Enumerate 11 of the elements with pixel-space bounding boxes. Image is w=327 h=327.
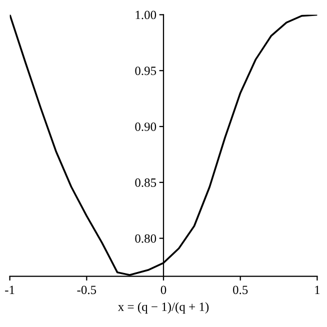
x-tick-label: -0.5 <box>77 286 96 294</box>
y-tick-label: 0.95 <box>135 66 156 76</box>
y-tick-label: 0.85 <box>135 178 156 187</box>
x-tick-label: -1 <box>5 286 14 294</box>
y-tick-label: 1.00 <box>136 10 156 20</box>
x-tick-label: 1 <box>315 286 320 294</box>
x-tick-label: 0.5 <box>233 286 248 294</box>
y-tick-label: 0.90 <box>135 122 156 132</box>
x-axis-title: x = (q − 1)/(q + 1) <box>118 302 209 314</box>
x-tick-label: 0 <box>160 286 166 294</box>
y-tick-label: 0.80 <box>135 234 156 243</box>
